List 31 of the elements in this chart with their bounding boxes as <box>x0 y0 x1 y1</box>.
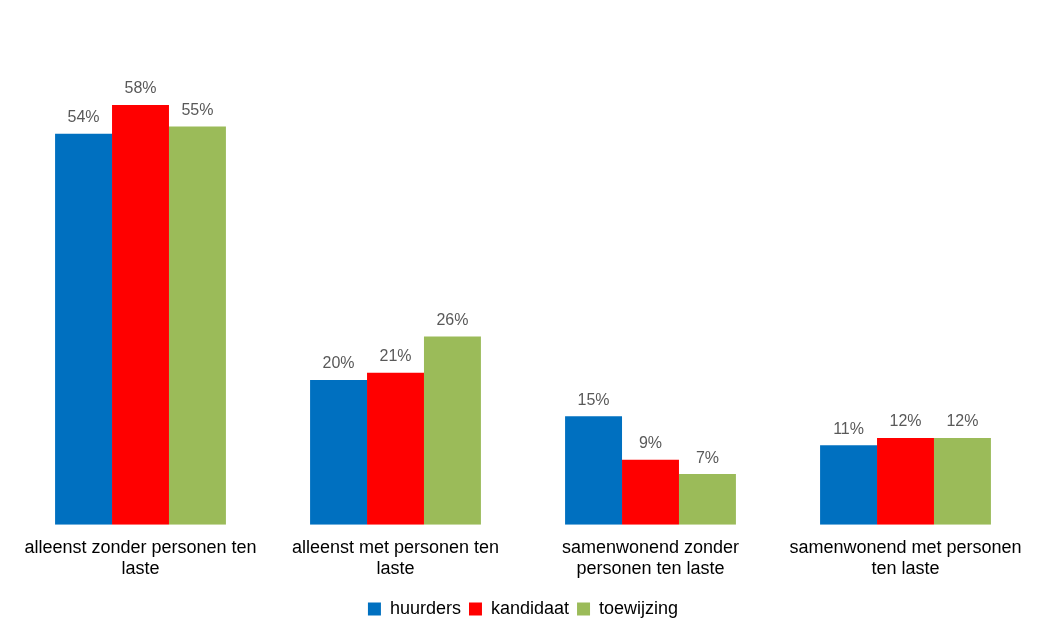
bar <box>877 437 934 525</box>
bar <box>622 459 679 525</box>
bar <box>820 445 878 525</box>
data-label: 58% <box>124 79 157 97</box>
bar <box>55 133 113 525</box>
legend-label: toewijzing <box>599 597 679 618</box>
data-label: 12% <box>889 412 922 430</box>
bar <box>310 380 368 525</box>
data-label: 20% <box>322 354 355 372</box>
data-label: 55% <box>181 101 214 119</box>
data-label: 54% <box>67 108 100 126</box>
x-tick-label: samenwonend zonder personen ten laste <box>561 536 740 579</box>
legend-label: huurders <box>389 597 461 618</box>
data-label: 11% <box>833 419 864 437</box>
bar <box>678 474 736 525</box>
bar <box>423 336 481 525</box>
bar <box>933 437 991 525</box>
data-label: 12% <box>946 412 979 430</box>
bar <box>367 372 424 525</box>
x-tick-label: alleenst met personen ten laste <box>291 536 500 579</box>
data-label: 9% <box>638 434 663 452</box>
x-tick-label: alleenst zonder personen ten laste <box>24 536 257 579</box>
bar <box>565 416 623 525</box>
data-label: 21% <box>379 347 412 365</box>
bar <box>112 104 169 525</box>
legend-label: kandidaat <box>490 597 570 618</box>
x-tick-label: samenwonend met personen ten laste <box>789 536 1022 579</box>
bar <box>168 126 226 525</box>
data-label: 26% <box>436 310 469 328</box>
data-label: 7% <box>695 448 720 466</box>
data-label: 15% <box>577 390 610 408</box>
